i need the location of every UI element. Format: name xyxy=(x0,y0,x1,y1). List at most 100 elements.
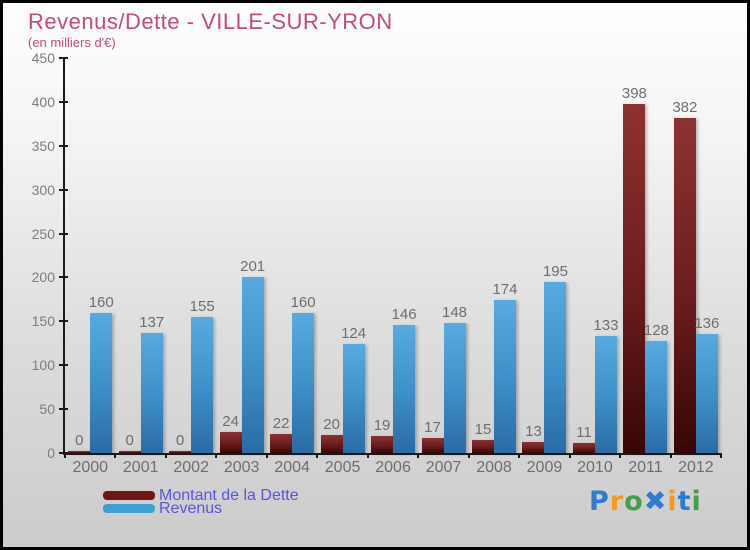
y-tick-mark xyxy=(59,276,68,279)
x-tick-mark xyxy=(467,453,470,458)
year-group-2001: 0 137 2001 xyxy=(115,58,165,476)
x-axis-label-2002: 2002 xyxy=(173,459,209,476)
bar-value-label: 24 xyxy=(222,412,239,430)
x-tick-mark xyxy=(568,453,571,458)
bar-revenus-2006: 146 xyxy=(392,306,417,453)
bar-value-label: 20 xyxy=(323,416,340,434)
year-group-2006: 19 146 2006 xyxy=(368,58,418,476)
y-tick-label: 100 xyxy=(31,357,55,374)
chart-legend: Montant de la Dette Revenus xyxy=(103,487,299,517)
bar-dette-2009: 13 xyxy=(522,423,545,453)
bar-revenus-2008: 174 xyxy=(492,281,518,453)
bar-revenus-2009: 195 xyxy=(543,263,568,453)
bar-dette-2004: 22 xyxy=(270,415,293,453)
year-group-2008: 15 174 2008 xyxy=(469,58,519,476)
bar-value-label: 133 xyxy=(593,317,619,335)
bar-value-label: 128 xyxy=(643,321,669,339)
x-axis-label-2006: 2006 xyxy=(375,459,411,476)
legend-swatch xyxy=(103,491,155,500)
plot-area: 0 50 100 150 200 250 300 350 400 450 0 160 2000 0 137… xyxy=(32,50,722,476)
chart-title: Revenus/Dette - VILLE-SUR-YRON xyxy=(28,9,393,34)
y-tick-label: 0 xyxy=(47,445,55,461)
bar-value-label: 148 xyxy=(442,304,468,322)
x-tick-mark xyxy=(265,453,268,458)
y-tick-mark xyxy=(59,364,68,367)
bar-value-label: 137 xyxy=(139,313,165,331)
bar-revenus-2002: 155 xyxy=(190,298,215,453)
bar-value-label: 17 xyxy=(424,419,441,437)
y-tick-label: 150 xyxy=(31,313,55,330)
bar-dette-2011: 398 xyxy=(622,85,647,453)
bar-value-label: 201 xyxy=(240,257,266,275)
x-axis-label-2004: 2004 xyxy=(274,459,310,476)
bar-value-label: 15 xyxy=(474,420,492,438)
year-group-2011: 398 128 2011 xyxy=(620,58,670,476)
bar-value-label: 13 xyxy=(525,422,542,440)
y-tick-mark xyxy=(59,452,68,454)
x-axis-label-2008: 2008 xyxy=(476,459,512,476)
x-tick-mark xyxy=(669,453,672,458)
y-tick-label: 50 xyxy=(39,401,55,418)
x-tick-mark xyxy=(164,453,167,458)
logo-letter: i xyxy=(667,486,678,517)
bar-revenus-2003: 201 xyxy=(240,258,265,453)
bar-value-label: 11 xyxy=(576,424,592,442)
x-tick-mark xyxy=(64,453,66,458)
bar-value-label: 174 xyxy=(492,281,518,299)
logo-letter: i xyxy=(691,486,702,517)
bar-revenus-2010: 133 xyxy=(593,317,618,453)
bar-value-label: 382 xyxy=(672,98,698,116)
bar-revenus-2000: 160 xyxy=(89,294,114,453)
year-group-2010: 11 133 2010 xyxy=(570,58,620,476)
x-tick-mark xyxy=(215,453,218,458)
chart-unit-subtitle: (en milliers d'€) xyxy=(28,35,116,50)
y-tick-label: 400 xyxy=(31,93,55,110)
bar-dette-2000: 0 xyxy=(68,432,91,453)
bar-value-label: 124 xyxy=(341,325,367,343)
y-tick-label: 200 xyxy=(31,269,55,286)
y-tick-mark xyxy=(59,188,68,191)
bar-dette-2005: 20 xyxy=(320,416,343,453)
x-axis-label-2010: 2010 xyxy=(577,459,613,476)
bar-revenus-2012: 136 xyxy=(694,315,719,453)
bar-dette-2001: 0 xyxy=(118,432,141,453)
y-tick-label: 350 xyxy=(31,137,55,154)
bar-dette-2002: 0 xyxy=(169,432,192,453)
bar-revenus-2001: 137 xyxy=(139,314,164,453)
legend-label: Montant de la Dette xyxy=(159,487,299,504)
bar-value-label: 155 xyxy=(189,297,215,315)
logo-letter: ✖ xyxy=(643,486,668,517)
year-group-2007: 17 148 2007 xyxy=(418,58,468,476)
bar-value-label: 160 xyxy=(290,293,316,311)
year-group-2009: 13 195 2009 xyxy=(519,58,569,476)
bar-value-label: 195 xyxy=(542,262,568,280)
legend-row: Montant de la Dette xyxy=(103,487,299,504)
bar-groups: 0 160 2000 0 137 2001 0 155 2002 24 201 2003 22 160 20… xyxy=(65,58,721,476)
x-axis-label-2007: 2007 xyxy=(425,459,462,476)
x-tick-mark xyxy=(316,453,319,458)
legend-row: Revenus xyxy=(103,501,299,517)
bar-dette-2006: 19 xyxy=(371,417,394,453)
bar-dette-2007: 17 xyxy=(421,419,444,453)
bar-value-label: 160 xyxy=(88,293,114,311)
bar-value-label: 0 xyxy=(176,432,185,449)
year-group-2004: 22 160 2004 xyxy=(267,58,317,476)
x-tick-mark xyxy=(366,453,369,458)
bar-value-label: 398 xyxy=(621,84,647,102)
y-tick-mark xyxy=(59,320,68,323)
logo-letter: t xyxy=(677,486,692,517)
y-tick-mark xyxy=(59,100,68,103)
logo-letter: r xyxy=(609,486,625,517)
x-tick-mark xyxy=(518,453,521,458)
bar-value-label: 146 xyxy=(391,305,417,323)
bar-dette-2010: 11 xyxy=(572,424,595,453)
y-tick-label: 250 xyxy=(31,225,55,242)
proxiti-logo[interactable]: Pro✖iti xyxy=(589,486,702,517)
x-tick-mark xyxy=(720,453,722,458)
year-group-2002: 0 155 2002 xyxy=(166,58,216,476)
bar-revenus-2011: 128 xyxy=(644,322,669,453)
y-tick-mark xyxy=(59,408,68,411)
year-group-2012: 382 136 2012 xyxy=(671,58,721,476)
x-tick-mark xyxy=(417,453,420,458)
